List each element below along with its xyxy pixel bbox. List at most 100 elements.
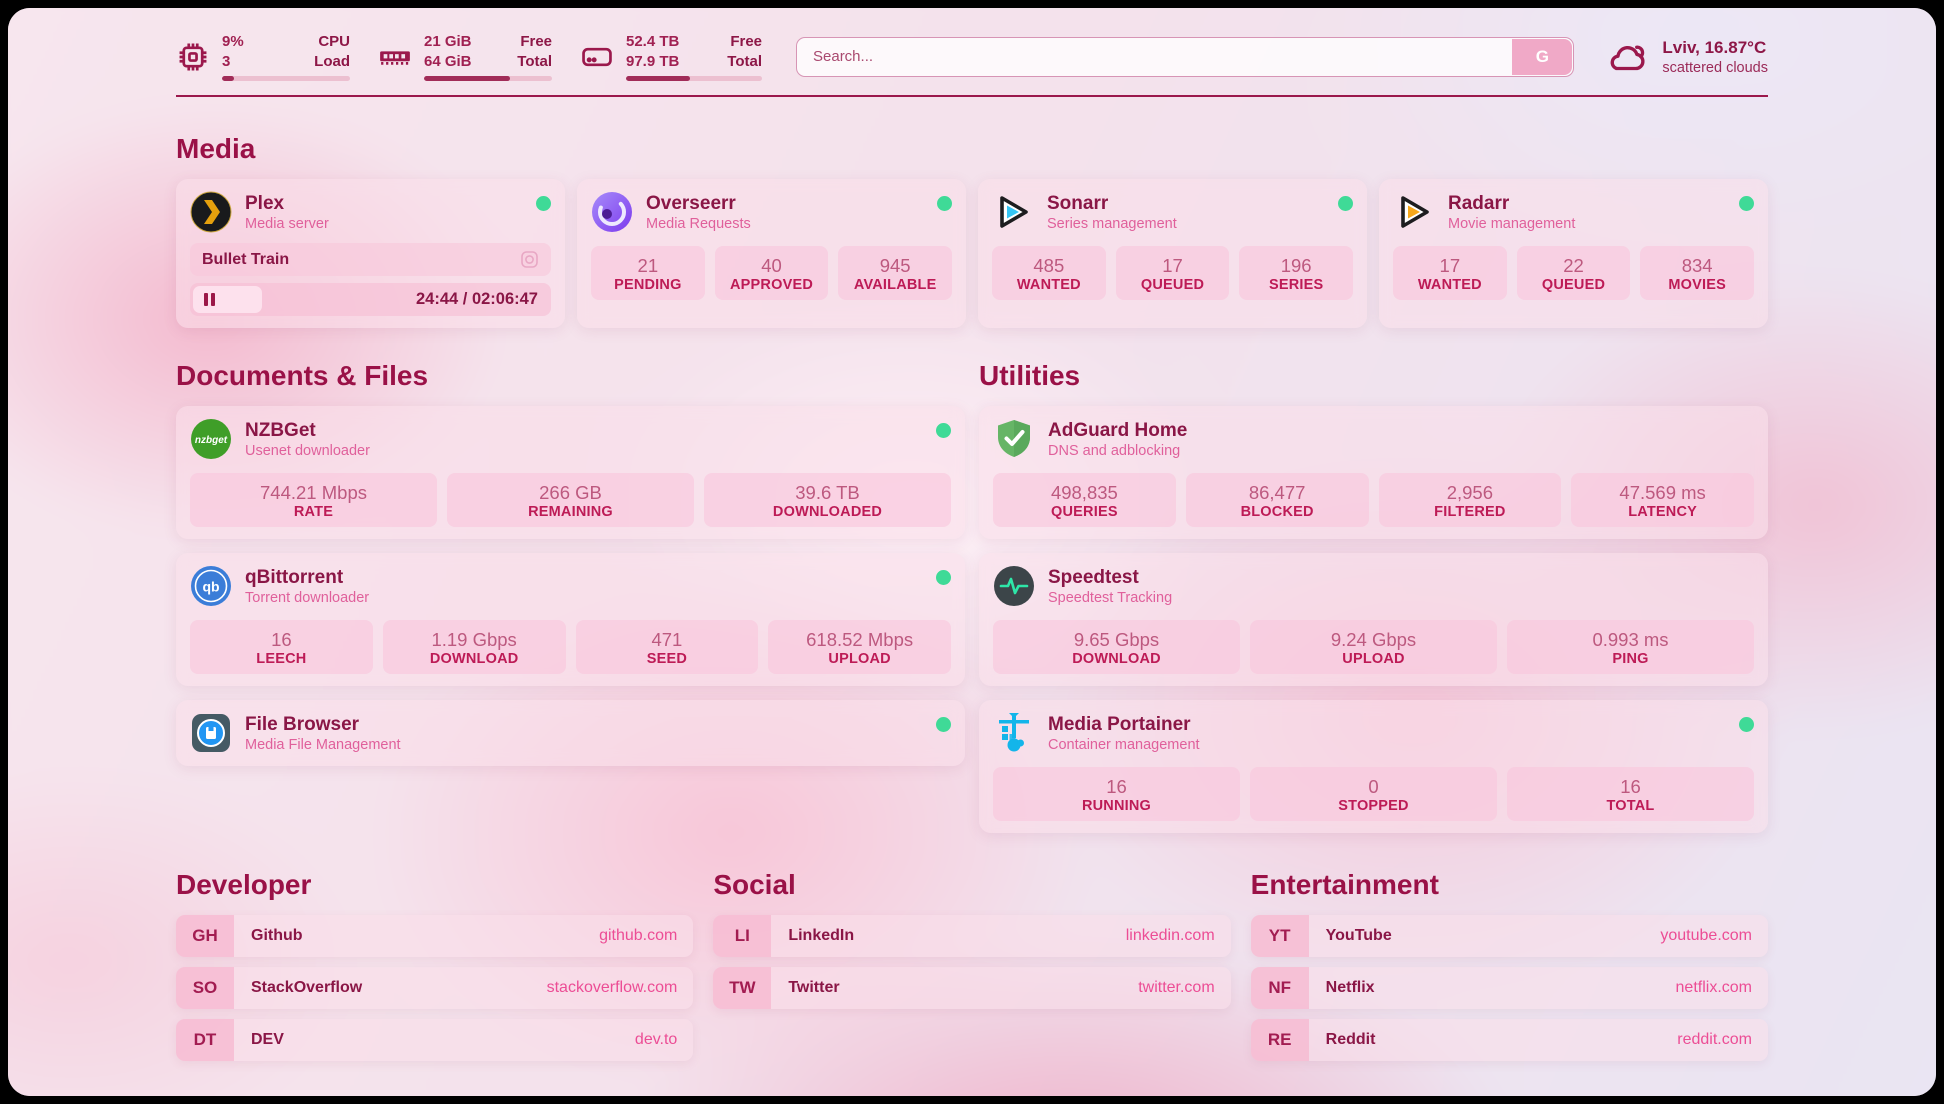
ram-stat-widget: 21 GiB 64 GiB Free Total [378,32,552,81]
stat-upload: 618.52 Mbps UPLOAD [768,620,951,675]
app-card-overseerr[interactable]: Overseerr Media Requests 21 PENDING 40 A… [577,179,966,328]
stat-downloaded: 39.6 TB DOWNLOADED [704,473,951,528]
stat-leech: 16 LEECH [190,620,373,675]
app-subtitle: Series management [1047,215,1177,232]
system-stats: 9% 3 CPU Load [176,32,762,81]
app-card-qbittorrent[interactable]: qb qBittorrent Torrent downloader 16 [176,553,965,687]
stat-ping: 0.993 ms PING [1507,620,1754,675]
bookmark-url: stackoverflow.com [546,979,678,997]
sonarr-icon [1000,196,1028,228]
section-entertainment: Entertainment YT YouTube youtube.com NF … [1250,869,1768,1062]
disk-progress-fill [626,76,690,81]
app-card-portainer[interactable]: Media Portainer Container management 16 … [979,700,1768,834]
qbittorrent-icon: qb [191,566,231,607]
section-social: Social LI LinkedIn linkedin.com TW Twitt… [713,869,1231,1061]
now-playing-title: Bullet Train [202,250,290,268]
stat-queued: 22 QUEUED [1516,246,1631,301]
cpu-usage-value: 9% [222,33,244,50]
bookmark-linkedin[interactable]: LI LinkedIn linkedin.com [713,915,1231,958]
bookmark-abbr: RE [1250,1019,1309,1062]
bookmark-url: github.com [599,927,678,945]
section-title-documents: Documents & Files [176,360,429,391]
app-title: qBittorrent [245,567,344,589]
app-card-speedtest[interactable]: Speedtest Speedtest Tracking 9.65 Gbps D… [979,553,1768,687]
disk-stat-widget: 52.4 TB 97.9 TB Free Total [580,32,762,81]
cpu-stat-widget: 9% 3 CPU Load [176,32,350,81]
section-title-social: Social [713,869,796,901]
search-engine-button[interactable]: G [1512,38,1573,75]
app-title: Radarr [1448,193,1510,215]
cpu-icon [179,43,207,70]
disk-progress-track [626,76,762,81]
app-title: Overseerr [646,193,736,215]
search-input[interactable] [796,36,1575,77]
bookmark-url: netflix.com [1675,979,1752,997]
stat-upload: 9.24 Gbps UPLOAD [1250,620,1497,675]
app-card-nzbget[interactable]: nzbget NZBGet Usenet downloader 744.21 M… [176,406,965,540]
bookmark-stackoverflow[interactable]: SO StackOverflow stackoverflow.com [176,967,694,1010]
bookmark-reddit[interactable]: RE Reddit reddit.com [1250,1019,1768,1062]
disk-free-label: Free [730,33,762,50]
app-subtitle: Movie management [1448,215,1576,232]
bookmark-name: Github [251,927,303,945]
bookmark-name: LinkedIn [788,927,855,945]
bookmark-netflix[interactable]: NF Netflix netflix.com [1250,967,1768,1010]
stat-seed: 471 SEED [575,620,759,675]
bookmark-github[interactable]: GH Github github.com [176,915,694,958]
disk-total-value: 97.9 TB [626,52,680,70]
bookmark-name: YouTube [1325,927,1392,945]
bookmark-name: Twitter [788,979,840,997]
stat-wanted: 17 WANTED [1393,246,1507,301]
bookmark-url: reddit.com [1677,1031,1752,1049]
stat-download: 9.65 Gbps DOWNLOAD [993,620,1240,675]
stat-remaining: 266 GB REMAINING [447,473,694,528]
bookmark-youtube[interactable]: YT YouTube youtube.com [1250,915,1768,958]
ram-total-value: 64 GiB [424,52,472,70]
stat-queued: 17 QUEUED [1115,246,1230,301]
filebrowser-icon [192,714,230,753]
app-card-plex[interactable]: Plex Media server Bullet Train [176,179,565,328]
status-dot [936,717,951,733]
stat-rate: 744.21 Mbps RATE [190,473,437,528]
svg-text:nzbget: nzbget [195,435,228,446]
section-title-developer: Developer [176,869,312,901]
stat-movies: 834 MOVIES [1640,246,1755,301]
stat-total: 16 TOTAL [1507,767,1754,822]
plex-icon [190,191,232,233]
bookmark-twitter[interactable]: TW Twitter twitter.com [713,967,1231,1010]
ram-total-label: Total [517,52,552,70]
cloud-icon [1611,45,1645,70]
ram-free-label: Free [520,33,552,50]
section-title-entertainment: Entertainment [1250,869,1439,901]
app-card-adguard[interactable]: AdGuard Home DNS and adblocking 498,835 … [979,406,1768,540]
ram-icon [380,50,410,65]
section-title-utilities: Utilities [979,360,1081,391]
bookmark-dev[interactable]: DT DEV dev.to [176,1019,694,1062]
speedtest-icon [994,566,1034,607]
pause-icon [204,293,215,306]
stat-approved: 40 APPROVED [714,246,829,301]
status-dot [536,196,551,211]
app-card-filebrowser[interactable]: File Browser Media File Management [176,700,965,767]
bookmark-abbr: TW [713,967,772,1010]
playback-time: 24:44 / 02:06:47 [415,290,538,308]
app-card-sonarr[interactable]: Sonarr Series management 485 WANTED 17 Q… [978,179,1367,328]
status-dot [936,570,951,586]
bookmark-name: Reddit [1325,1031,1376,1049]
stat-running: 16 RUNNING [993,767,1240,822]
app-card-radarr[interactable]: Radarr Movie management 17 WANTED 22 QUE… [1379,179,1768,328]
app-subtitle: Media Requests [646,215,751,232]
stat-queries: 498,835 QUERIES [993,473,1176,528]
weather-condition: scattered clouds [1662,59,1768,76]
app-title: Media Portainer [1048,714,1191,736]
app-subtitle: Speedtest Tracking [1048,590,1173,606]
bookmark-url: linkedin.com [1125,927,1215,945]
status-dot [1739,196,1754,211]
playback-progress [193,286,262,313]
stat-latency: 47.569 ms LATENCY [1571,473,1754,528]
bookmark-abbr: SO [176,967,234,1010]
status-dot [1338,196,1353,211]
ram-progress-track [424,76,552,81]
nzbget-icon: nzbget [191,419,231,459]
ram-free-value: 21 GiB [424,33,472,50]
